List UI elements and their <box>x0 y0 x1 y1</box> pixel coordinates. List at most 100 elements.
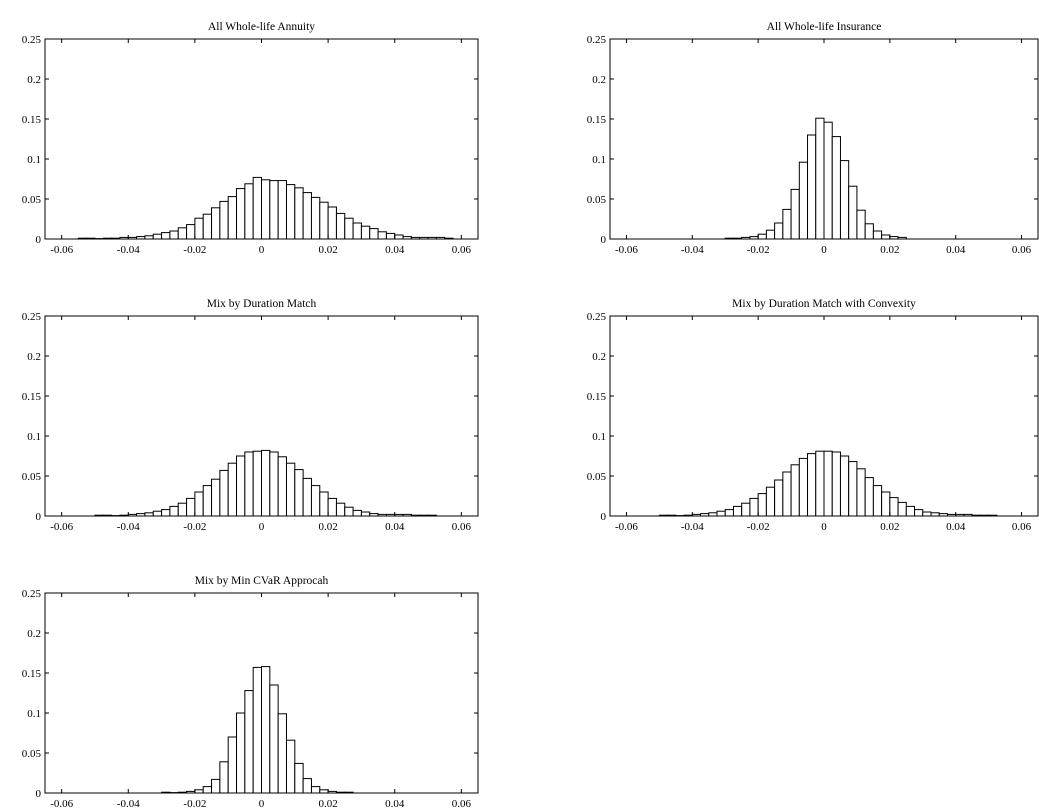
histogram-bar <box>186 497 196 517</box>
histogram-bar <box>277 713 287 794</box>
histogram-bar <box>335 502 346 517</box>
histogram-bar <box>352 222 362 240</box>
x-tick-label: -0.02 <box>183 244 206 256</box>
chart-title: Mix by Min CVaR Approcah <box>195 575 329 587</box>
x-tick-label: -0.04 <box>117 521 140 533</box>
y-tick-label: 0.15 <box>22 668 42 680</box>
chart-title: All Whole-life Annuity <box>208 21 315 33</box>
histogram-bar <box>310 786 321 794</box>
histogram-bar <box>831 136 841 240</box>
histogram-bar <box>211 478 221 517</box>
x-tick-label: 0 <box>259 798 265 810</box>
x-tick-label: 0 <box>821 244 827 256</box>
histogram-bar <box>327 497 337 517</box>
histogram-bar <box>848 185 858 240</box>
histogram-bar <box>194 491 204 517</box>
histogram-bar <box>369 228 379 240</box>
histogram-bar <box>352 509 362 517</box>
x-tick-label: -0.02 <box>183 798 206 810</box>
histogram-bar <box>839 455 850 517</box>
histogram-bar <box>219 469 229 517</box>
histogram-bar <box>169 505 179 517</box>
y-tick-label: 0.05 <box>587 471 607 483</box>
histogram-bar <box>872 230 883 240</box>
histogram-bar <box>757 493 767 517</box>
histogram-bar <box>219 200 229 240</box>
histogram-bar <box>252 450 263 517</box>
histogram-bar <box>839 160 850 240</box>
histogram-bar <box>244 451 254 517</box>
y-tick-label: 0.2 <box>27 74 41 86</box>
histogram-bar <box>360 511 371 517</box>
histogram-bar <box>177 227 188 240</box>
histogram-panel: Mix by Duration Match with Convexity -0.0… <box>587 298 1039 533</box>
histogram-bar <box>269 451 279 517</box>
histogram-bar <box>310 196 321 240</box>
histogram-bar <box>186 224 196 240</box>
histogram-bar <box>194 217 204 240</box>
histogram-bar <box>815 450 825 517</box>
histogram-bar <box>285 462 296 517</box>
x-tick-label: 0.06 <box>452 798 472 810</box>
histogram-bar <box>202 485 213 517</box>
histogram-bar <box>749 497 759 517</box>
histogram-bar <box>261 179 271 240</box>
y-tick-label: 0.05 <box>22 748 42 760</box>
y-tick-label: 0.2 <box>592 74 606 86</box>
histogram-bar <box>807 453 817 517</box>
histogram-bar <box>782 208 792 240</box>
x-tick-label: -0.02 <box>183 521 206 533</box>
x-tick-label: -0.04 <box>681 244 704 256</box>
histogram-bar <box>856 468 866 517</box>
histogram-bar <box>252 176 263 240</box>
y-tick-label: 0.15 <box>22 114 42 126</box>
histogram-bar <box>724 509 734 517</box>
histogram-bar <box>344 506 354 517</box>
histogram-bar <box>319 201 329 240</box>
y-tick-label: 0.25 <box>587 34 607 46</box>
x-tick-label: 0.06 <box>452 521 472 533</box>
histogram-bar <box>152 510 163 517</box>
y-tick-label: 0 <box>36 511 42 523</box>
y-tick-label: 0.1 <box>27 431 41 443</box>
histogram-bar <box>269 684 279 794</box>
x-tick-label: 0.02 <box>318 521 337 533</box>
histogram-panel: All Whole-life Insurance -0.06 -0.04 -0.02 0… <box>587 21 1039 256</box>
y-tick-label: 0.1 <box>592 431 606 443</box>
histogram-bar <box>227 736 238 794</box>
y-tick-label: 0.2 <box>27 628 41 640</box>
histogram-bar <box>831 451 841 517</box>
x-tick-label: 0.06 <box>452 244 472 256</box>
histogram-bar <box>856 209 866 240</box>
histogram-bar <box>161 509 171 517</box>
histogram-bar <box>244 183 254 240</box>
y-tick-label: 0 <box>36 788 42 800</box>
x-tick-label: -0.06 <box>615 521 638 533</box>
histogram-bar <box>914 509 924 517</box>
histogram-bar <box>202 213 213 240</box>
histogram-bar <box>277 180 287 240</box>
x-tick-label: 0.04 <box>946 244 966 256</box>
y-tick-label: 0.2 <box>592 351 606 363</box>
histogram-bar <box>227 462 238 517</box>
histogram-bar <box>815 117 825 240</box>
chart-title: Mix by Duration Match <box>207 298 317 310</box>
histogram-bar <box>294 187 304 240</box>
histogram-bar <box>765 486 776 517</box>
histogram-bar <box>294 469 304 517</box>
histogram-bar <box>202 786 213 794</box>
histogram-bar <box>741 502 751 517</box>
histogram-bar <box>310 485 321 517</box>
histogram-bar <box>169 230 179 240</box>
y-tick-label: 0.1 <box>27 154 41 166</box>
histogram-bar <box>219 761 229 794</box>
y-tick-label: 0.25 <box>22 311 42 323</box>
histogram-bar <box>236 712 246 794</box>
histogram-bar <box>177 502 188 517</box>
histogram-panel: Mix by Min CVaR Approcah -0.06 -0.04 -0.02 0… <box>22 575 479 810</box>
x-tick-label: -0.04 <box>117 244 140 256</box>
histogram-bar <box>798 457 809 517</box>
histogram-panel: Mix by Duration Match -0.06 -0.04 -0.02 0 0.0… <box>22 298 479 533</box>
histogram-bar <box>716 510 726 517</box>
histogram-bar <box>302 778 312 794</box>
